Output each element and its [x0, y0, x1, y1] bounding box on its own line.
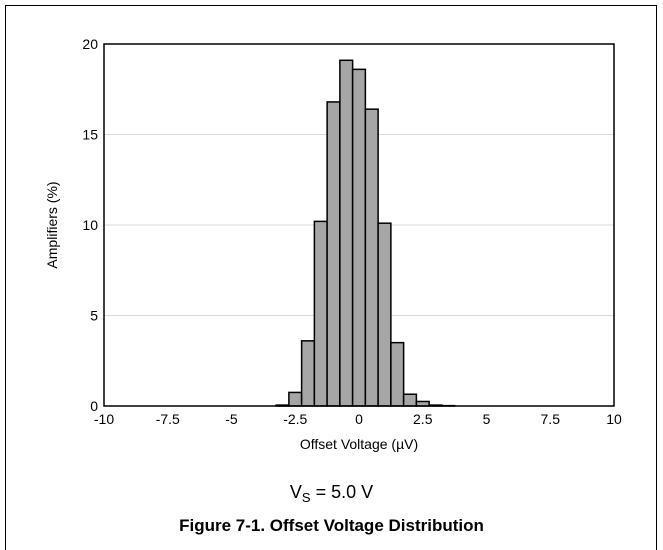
x-tick-label-5: 2.5: [413, 411, 433, 427]
x-tick-label-4: 0: [355, 411, 363, 427]
bar-8: [378, 223, 391, 406]
histogram-chart: 0 5 10 15 20 -10 -7.5 -5 -2.5 0 2.5 5 7.5 10 Offset …: [0, 0, 663, 470]
x-axis-label: Offset Voltage (µV): [300, 436, 418, 452]
bar-2: [302, 341, 315, 406]
x-tick-label-1: -7.5: [156, 411, 180, 427]
x-tick-label-8: 10: [606, 411, 622, 427]
x-tick-label-6: 5: [483, 411, 491, 427]
y-tick-label-3: 15: [82, 127, 98, 143]
y-tick-label-2: 10: [82, 217, 98, 233]
bar-3: [314, 221, 327, 406]
histogram-bars: [276, 60, 455, 406]
x-tick-label-3: -2.5: [283, 411, 307, 427]
y-tick-label-1: 5: [90, 308, 98, 324]
test-condition: VS = 5.0 V: [0, 482, 663, 505]
x-axis-ticks: -10 -7.5 -5 -2.5 0 2.5 5 7.5 10: [94, 411, 622, 427]
bar-7: [365, 109, 378, 406]
y-axis-label: Amplifiers (%): [44, 181, 60, 268]
x-tick-label-2: -5: [225, 411, 238, 427]
bar-6: [353, 69, 366, 406]
bar-4: [327, 102, 340, 406]
condition-symbol: V: [290, 482, 302, 502]
bar-9: [391, 343, 404, 406]
x-tick-label-7: 7.5: [541, 411, 561, 427]
bar-1: [289, 392, 302, 406]
figure-caption: Figure 7-1. Offset Voltage Distribution: [0, 516, 663, 536]
condition-value: = 5.0 V: [311, 482, 374, 502]
y-tick-label-4: 20: [82, 36, 98, 52]
x-tick-label-0: -10: [94, 411, 114, 427]
bar-5: [340, 60, 353, 406]
condition-subscript: S: [302, 490, 311, 505]
bar-10: [404, 394, 417, 406]
